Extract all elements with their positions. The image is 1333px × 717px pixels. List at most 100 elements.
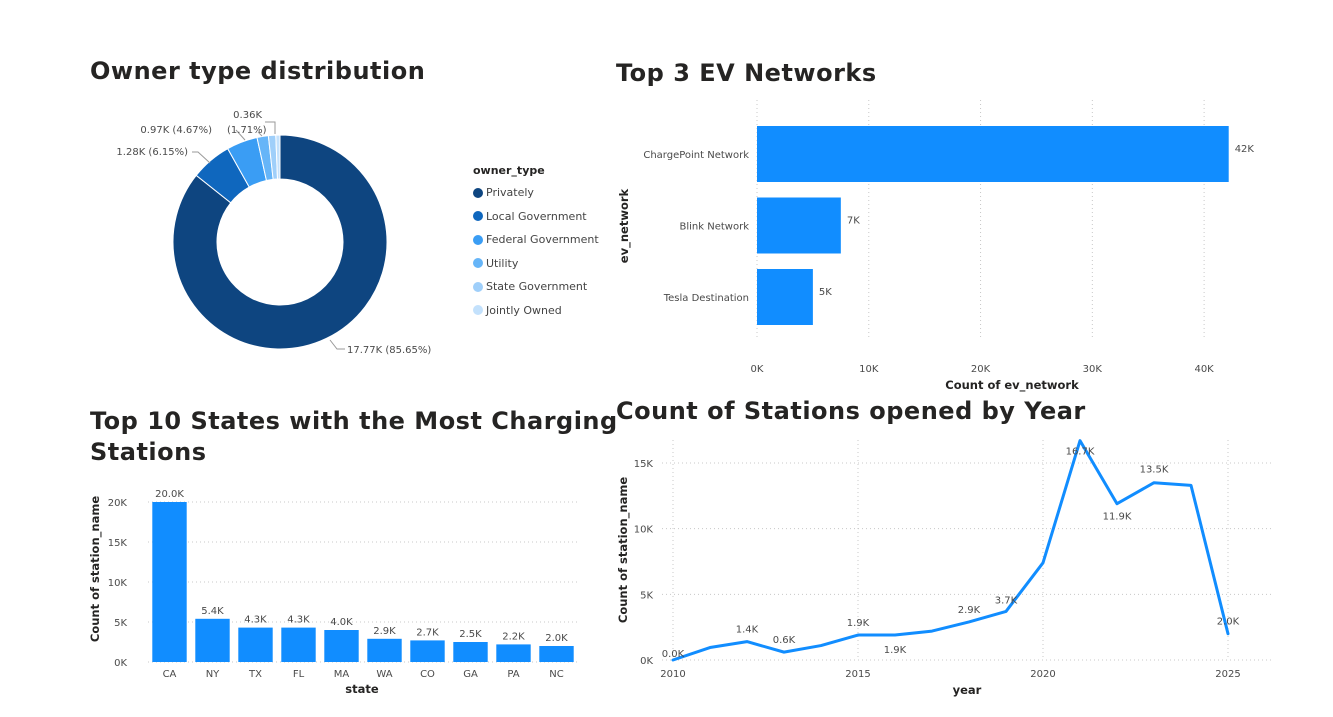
networks-chart-title: Top 3 EV Networks [616, 59, 877, 87]
states-bar[interactable] [324, 630, 359, 662]
donut-leader-local-government [192, 151, 211, 164]
donut-leader-utility [257, 131, 263, 137]
states-data-label: 2.9K [373, 626, 396, 637]
years-ytick-label: 5K [640, 590, 653, 601]
years-y-axis-title: Count of station_name [616, 477, 631, 623]
networks-xtick-label: 0K [751, 364, 764, 375]
networks-data-label: 7K [847, 216, 860, 227]
years-ytick-label: 0K [640, 656, 653, 667]
states-bar[interactable] [195, 618, 230, 662]
donut-leader-federal-government [235, 129, 246, 141]
states-category-label: GA [463, 669, 478, 680]
donut-leader-state-government [265, 121, 276, 134]
networks-xtick-label: 40K [1194, 364, 1214, 375]
years-x-axis-title: year [953, 683, 982, 697]
legend-dot-federal-government [473, 234, 483, 245]
states-data-label: 2.7K [416, 627, 439, 638]
networks-bar[interactable] [757, 126, 1229, 182]
years-data-label: 0.0K [662, 649, 685, 660]
states-category-label: CO [420, 669, 435, 680]
legend-dot-utility [473, 258, 483, 269]
states-data-label: 4.0K [330, 617, 353, 628]
states-x-axis-title: state [345, 682, 379, 696]
networks-xtick-label: 10K [859, 364, 879, 375]
states-bar[interactable] [453, 642, 488, 662]
states-ytick-label: 15K [108, 538, 128, 549]
legend-label-utility: Utility [486, 256, 519, 270]
donut-leader-privately [329, 339, 345, 350]
legend-dot-local-government [473, 211, 483, 222]
years-ytick-label: 10K [634, 525, 654, 536]
states-data-label: 2.0K [545, 633, 568, 644]
states-category-label: MA [334, 669, 350, 680]
legend-item-local-government[interactable]: Local Government [473, 205, 599, 229]
states-bar[interactable] [281, 627, 316, 662]
networks-x-axis-title: Count of ev_network [945, 378, 1079, 393]
states-title-line-1: Top 10 States with the Most Charging [90, 407, 618, 435]
states-category-label: WA [376, 669, 392, 680]
states-y-axis-title: Count of station_name [88, 496, 103, 642]
networks-category-label: ChargePoint Network [643, 150, 749, 161]
legend-label-privately: Privately [486, 186, 534, 200]
legend-item-state-government[interactable]: State Government [473, 275, 599, 299]
donut-label-utility: (1.71%) [227, 125, 267, 136]
legend-dot-state-government [473, 281, 483, 292]
legend-item-privately[interactable]: Privately [473, 181, 599, 205]
donut-slice-jointly-owned[interactable] [275, 134, 281, 180]
legend-label-federal-government: Federal Government [486, 233, 599, 247]
legend-item-utility[interactable]: Utility [473, 252, 599, 276]
years-data-label: 16.7K [1066, 447, 1095, 458]
years-data-label: 1.9K [847, 618, 870, 629]
states-category-label: CA [163, 669, 177, 680]
years-data-label: 1.9K [884, 645, 907, 656]
states-bar[interactable] [539, 646, 574, 662]
states-ytick-label: 20K [108, 498, 128, 509]
states-data-label: 5.4K [201, 606, 224, 617]
networks-bar[interactable] [757, 269, 813, 325]
years-ytick-label: 15K [634, 459, 654, 470]
years-data-label: 0.6K [773, 635, 796, 646]
owner-legend: owner_type Privately Local Government Fede… [473, 164, 599, 322]
networks-xtick-label: 20K [971, 364, 991, 375]
years-xtick-label: 2020 [1030, 669, 1055, 680]
states-bar[interactable] [496, 644, 531, 662]
years-series-line[interactable] [671, 439, 1230, 662]
states-bar[interactable] [152, 502, 187, 662]
years-xtick-label: 2025 [1215, 669, 1240, 680]
years-xtick-label: 2010 [660, 669, 685, 680]
legend-item-jointly-owned[interactable]: Jointly Owned [473, 299, 599, 323]
networks-xtick-label: 30K [1083, 364, 1103, 375]
states-category-label: NY [206, 669, 220, 680]
legend-item-federal-government[interactable]: Federal Government [473, 228, 599, 252]
states-chart-title: Top 10 States with the Most Charging Sta… [90, 406, 618, 468]
owner-legend-title: owner_type [473, 164, 545, 177]
years-data-label: 2.9K [958, 605, 981, 616]
years-chart-title: Count of Stations opened by Year [616, 397, 1086, 425]
states-bar[interactable] [367, 638, 402, 662]
legend-dot-privately [473, 187, 483, 198]
years-data-label: 11.9K [1103, 512, 1132, 523]
donut-slice-privately[interactable] [172, 134, 388, 350]
legend-label-jointly-owned: Jointly Owned [486, 303, 562, 317]
years-data-label: 3.7K [995, 595, 1018, 606]
states-data-label: 2.5K [459, 629, 482, 640]
states-category-label: FL [293, 669, 305, 680]
states-category-label: TX [248, 669, 262, 680]
years-data-label: 2.0K [1217, 617, 1240, 628]
states-ytick-label: 0K [114, 658, 127, 669]
states-bar[interactable] [410, 640, 445, 662]
donut-label-state-government: 0.36K [233, 110, 262, 121]
years-data-label: 1.4K [736, 625, 759, 636]
states-ytick-label: 10K [108, 578, 128, 589]
states-bar[interactable] [238, 627, 273, 662]
networks-category-label: Blink Network [680, 222, 750, 233]
legend-dot-jointly-owned [473, 305, 483, 316]
states-ytick-label: 5K [114, 618, 127, 629]
states-data-label: 20.0K [155, 489, 184, 500]
networks-bar[interactable] [757, 197, 841, 254]
legend-label-state-government: State Government [486, 280, 588, 294]
